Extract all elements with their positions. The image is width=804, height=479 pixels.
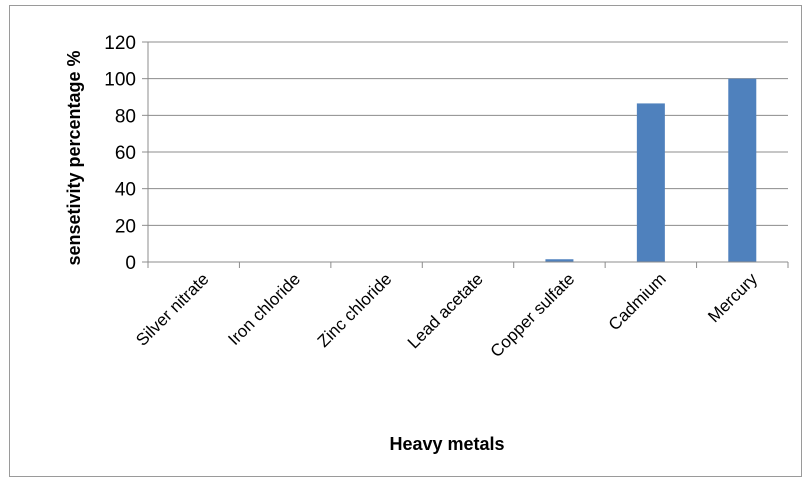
x-tick-label: Cadmium [605, 269, 670, 334]
x-tick-label: Silver nitrate [132, 269, 212, 349]
x-tick-label: Zinc chloride [314, 269, 396, 351]
axes [147, 42, 789, 268]
y-axis-title: sensetivity percentage % [64, 50, 84, 265]
y-tick-label: 40 [115, 180, 136, 201]
x-tick-label: Iron chloride [224, 269, 304, 349]
y-tick-label: 100 [104, 70, 136, 91]
y-tick-label: 0 [125, 253, 136, 274]
x-tick-label: Copper sulfate [487, 269, 579, 361]
x-tick-label: Mercury [704, 269, 761, 326]
y-axis-ticks: 0 20 40 60 80 100 120 [104, 33, 148, 274]
y-tick-label: 20 [115, 216, 136, 237]
bar [728, 78, 757, 263]
bars [545, 78, 757, 263]
x-axis-title: Heavy metals [389, 434, 504, 454]
y-tick-label: 60 [115, 143, 136, 164]
chart-frame [9, 5, 802, 477]
x-tick-label: Lead acetate [404, 269, 487, 352]
bar [545, 259, 574, 262]
gridlines [148, 41, 788, 226]
x-axis-labels: Silver nitrate Iron chloride Zinc chloride… [132, 269, 761, 361]
y-tick-label: 80 [115, 106, 136, 127]
bar [636, 103, 665, 263]
y-tick-label: 120 [104, 33, 136, 54]
